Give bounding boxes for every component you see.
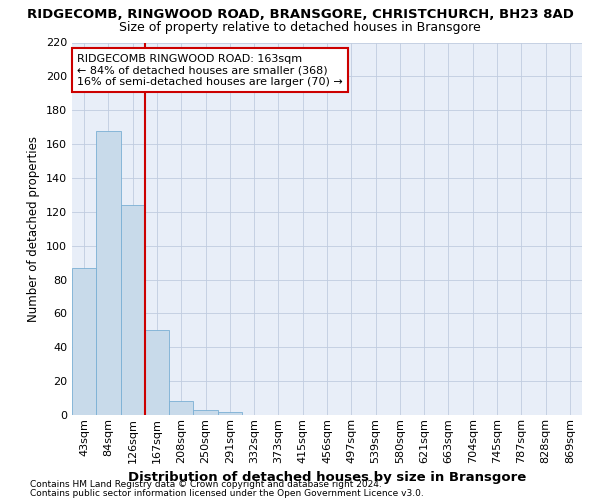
Bar bbox=[169, 402, 193, 415]
Text: Size of property relative to detached houses in Bransgore: Size of property relative to detached ho… bbox=[119, 21, 481, 34]
Bar bbox=[96, 130, 121, 415]
Text: RIDGECOMB, RINGWOOD ROAD, BRANSGORE, CHRISTCHURCH, BH23 8AD: RIDGECOMB, RINGWOOD ROAD, BRANSGORE, CHR… bbox=[26, 8, 574, 20]
Text: RIDGECOMB RINGWOOD ROAD: 163sqm
← 84% of detached houses are smaller (368)
16% o: RIDGECOMB RINGWOOD ROAD: 163sqm ← 84% of… bbox=[77, 54, 343, 87]
Bar bbox=[121, 205, 145, 415]
X-axis label: Distribution of detached houses by size in Bransgore: Distribution of detached houses by size … bbox=[128, 471, 526, 484]
Text: Contains HM Land Registry data © Crown copyright and database right 2024.: Contains HM Land Registry data © Crown c… bbox=[30, 480, 382, 489]
Bar bbox=[145, 330, 169, 415]
Bar bbox=[218, 412, 242, 415]
Text: Contains public sector information licensed under the Open Government Licence v3: Contains public sector information licen… bbox=[30, 490, 424, 498]
Y-axis label: Number of detached properties: Number of detached properties bbox=[28, 136, 40, 322]
Bar bbox=[193, 410, 218, 415]
Bar bbox=[72, 268, 96, 415]
